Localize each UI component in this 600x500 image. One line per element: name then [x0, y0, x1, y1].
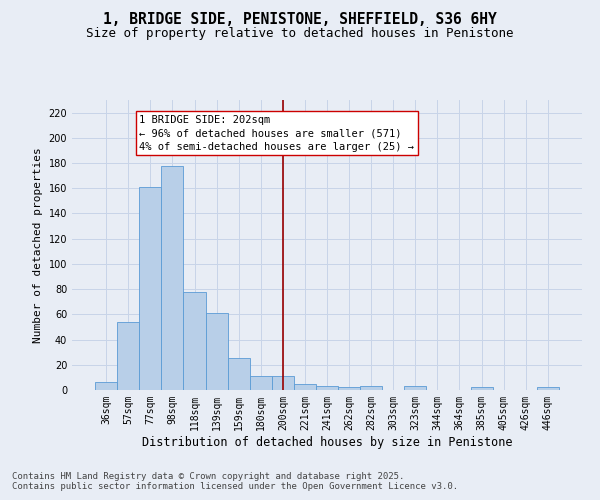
- Bar: [404, 386, 427, 390]
- Bar: [537, 388, 559, 390]
- Text: Size of property relative to detached houses in Penistone: Size of property relative to detached ho…: [86, 28, 514, 40]
- Bar: [227, 358, 250, 390]
- Bar: [338, 388, 360, 390]
- Text: Contains public sector information licensed under the Open Government Licence v3: Contains public sector information licen…: [12, 482, 458, 491]
- Bar: [117, 322, 139, 390]
- Bar: [161, 166, 184, 390]
- Bar: [139, 187, 161, 390]
- Bar: [360, 386, 382, 390]
- Bar: [316, 386, 338, 390]
- Text: Contains HM Land Registry data © Crown copyright and database right 2025.: Contains HM Land Registry data © Crown c…: [12, 472, 404, 481]
- Bar: [272, 376, 294, 390]
- Bar: [294, 384, 316, 390]
- Text: 1, BRIDGE SIDE, PENISTONE, SHEFFIELD, S36 6HY: 1, BRIDGE SIDE, PENISTONE, SHEFFIELD, S3…: [103, 12, 497, 28]
- Y-axis label: Number of detached properties: Number of detached properties: [33, 147, 43, 343]
- Bar: [95, 382, 117, 390]
- Bar: [250, 376, 272, 390]
- Bar: [206, 313, 227, 390]
- Bar: [184, 292, 206, 390]
- Bar: [470, 388, 493, 390]
- X-axis label: Distribution of detached houses by size in Penistone: Distribution of detached houses by size …: [142, 436, 512, 448]
- Text: 1 BRIDGE SIDE: 202sqm
← 96% of detached houses are smaller (571)
4% of semi-deta: 1 BRIDGE SIDE: 202sqm ← 96% of detached …: [139, 115, 415, 152]
